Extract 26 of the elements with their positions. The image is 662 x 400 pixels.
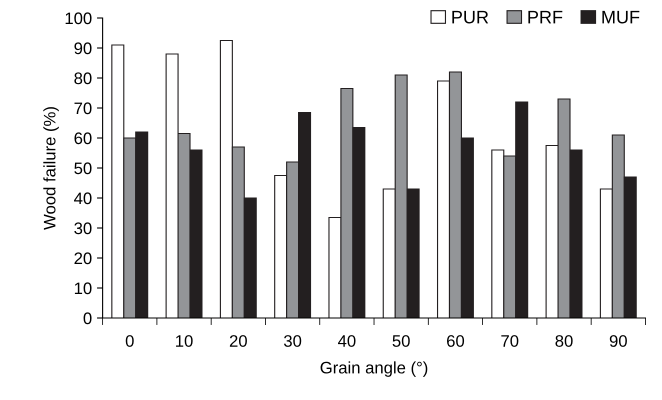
legend-label: PUR bbox=[452, 10, 488, 24]
y-tick-label: 100 bbox=[66, 12, 92, 24]
x-tick-label: 90 bbox=[610, 335, 627, 347]
x-tick-label: 70 bbox=[501, 335, 518, 347]
y-tick-label: 90 bbox=[74, 42, 92, 54]
x-tick-label: 80 bbox=[555, 335, 573, 347]
y-tick-label: 0 bbox=[84, 312, 92, 324]
x-axis-title: Grain angle (°) bbox=[320, 361, 428, 377]
y-tick-label: 60 bbox=[74, 132, 92, 144]
x-tick-label: 50 bbox=[392, 335, 410, 347]
legend-label: PRF bbox=[528, 10, 562, 24]
y-tick-label: 20 bbox=[74, 252, 92, 264]
x-tick-label: 20 bbox=[230, 335, 247, 347]
x-tick-label: 0 bbox=[126, 335, 134, 347]
y-tick-label: 50 bbox=[74, 162, 92, 174]
y-tick-label: 30 bbox=[74, 222, 92, 234]
y-tick-label: 10 bbox=[74, 282, 92, 294]
legend-label: MUF bbox=[602, 10, 640, 24]
y-tick-label: 70 bbox=[74, 102, 92, 114]
y-tick-label: 80 bbox=[74, 72, 92, 84]
y-axis-title: Wood failure (%) bbox=[43, 107, 59, 230]
x-tick-label: 10 bbox=[176, 335, 193, 347]
x-tick-label: 60 bbox=[447, 335, 464, 347]
x-tick-label: 40 bbox=[338, 335, 356, 347]
y-tick-label: 40 bbox=[74, 192, 92, 204]
x-tick-label: 30 bbox=[284, 335, 302, 347]
